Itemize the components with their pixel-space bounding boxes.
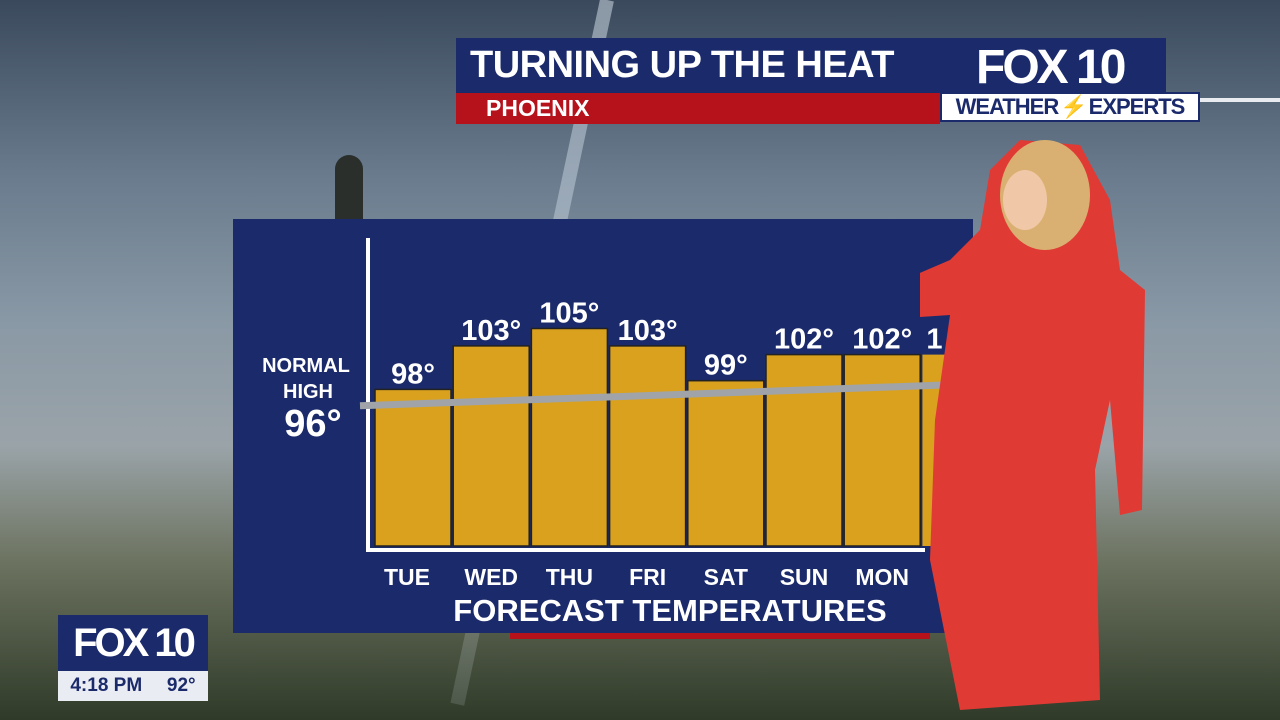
station-bug: FOX 10 4:18 PM 92° [58,615,208,701]
value-label: 98° [391,358,435,390]
weather-experts-badge: WEATHER ⚡ EXPERTS [940,92,1200,122]
headline-location: PHOENIX [486,95,590,121]
headline-title: TURNING UP THE HEAT [470,44,895,86]
value-label: 103° [461,315,521,347]
bar-sat [687,379,765,547]
day-label: FRI [629,564,666,590]
bug-temp: 92° [166,675,196,696]
bug-time: 4:18 PM [70,675,143,696]
badge-left: WEATHER [955,94,1060,119]
normal-high-value: 96° [284,403,341,445]
bar-thu [530,327,609,547]
value-label: 103° [618,315,678,347]
day-label: TUE [384,564,430,590]
badge-line [1200,98,1280,102]
bar-sun [765,353,843,547]
bar-tue [374,388,452,547]
normal-label: NORMAL [262,355,350,377]
lightning-icon: ⚡ [1060,94,1087,119]
value-label: 105° [539,298,599,330]
day-label: THU [546,564,593,590]
fox10-logo: FOX 10 [976,41,1126,94]
high-label: HIGH [283,381,333,403]
bar-wed [452,345,530,547]
day-label: SAT [704,564,748,590]
value-label: 102° [774,324,834,356]
partial-value-label: 1 [926,324,942,356]
value-label: 102° [852,324,912,356]
badge-right: EXPERTS [1088,94,1186,119]
day-label: MON [855,564,909,590]
chart-title: FORECAST TEMPERATURES [453,593,886,628]
normal-high-line [359,381,951,410]
value-label: 99° [704,350,748,382]
bar-fri [608,345,687,547]
day-label: WED [464,564,518,590]
headline-banner: TURNING UP THE HEAT PHOENIX FOX 10 [456,38,1166,124]
presenter [920,140,1145,710]
day-label: SUN [780,564,829,590]
bug-logo: FOX 10 [58,615,208,671]
panel-accent [510,633,930,639]
